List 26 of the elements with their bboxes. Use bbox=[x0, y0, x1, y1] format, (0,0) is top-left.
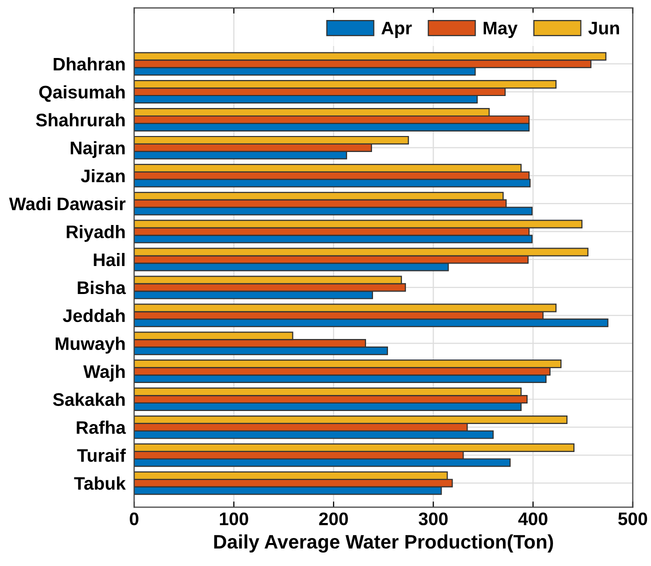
x-tick-label: 400 bbox=[518, 512, 548, 526]
y-tick-label: Muwayh bbox=[56, 336, 125, 354]
x-tick-label: 200 bbox=[319, 512, 348, 526]
y-tick-label: Hail bbox=[94, 252, 124, 266]
y-tick-label: Rafha bbox=[76, 420, 126, 434]
x-tick-label: 500 bbox=[618, 512, 648, 526]
y-tick-label: Jeddah bbox=[62, 308, 125, 322]
x-tick-label: 300 bbox=[418, 512, 448, 526]
x-axis-title: Daily Average Water Production(Ton) bbox=[214, 534, 553, 553]
y-tick-label: Bisha bbox=[78, 280, 126, 294]
y-tick-label: Riyadh bbox=[66, 224, 125, 242]
y-tick-label: Qaisumah bbox=[39, 85, 125, 102]
y-tick-label: Turaif bbox=[77, 448, 126, 462]
y-tick-label: Jizan bbox=[80, 169, 125, 182]
y-tick-label: Najran bbox=[70, 141, 125, 158]
y-tick-label: Tabuk bbox=[74, 476, 126, 490]
y-tick-label: Dhahran bbox=[54, 57, 125, 71]
y-tick-label: Wadi Dawasir bbox=[9, 197, 126, 210]
y-tick-label: Shahrurah bbox=[36, 113, 125, 126]
legend-label: May bbox=[484, 22, 518, 38]
legend-label: Jun bbox=[588, 22, 620, 34]
y-tick-label: Sakakah bbox=[53, 392, 125, 406]
y-tick-label: Wajh bbox=[83, 364, 125, 382]
x-tick-label: 0 bbox=[130, 512, 138, 526]
x-tick-label: 100 bbox=[220, 512, 248, 526]
legend-label: Apr bbox=[381, 22, 412, 38]
